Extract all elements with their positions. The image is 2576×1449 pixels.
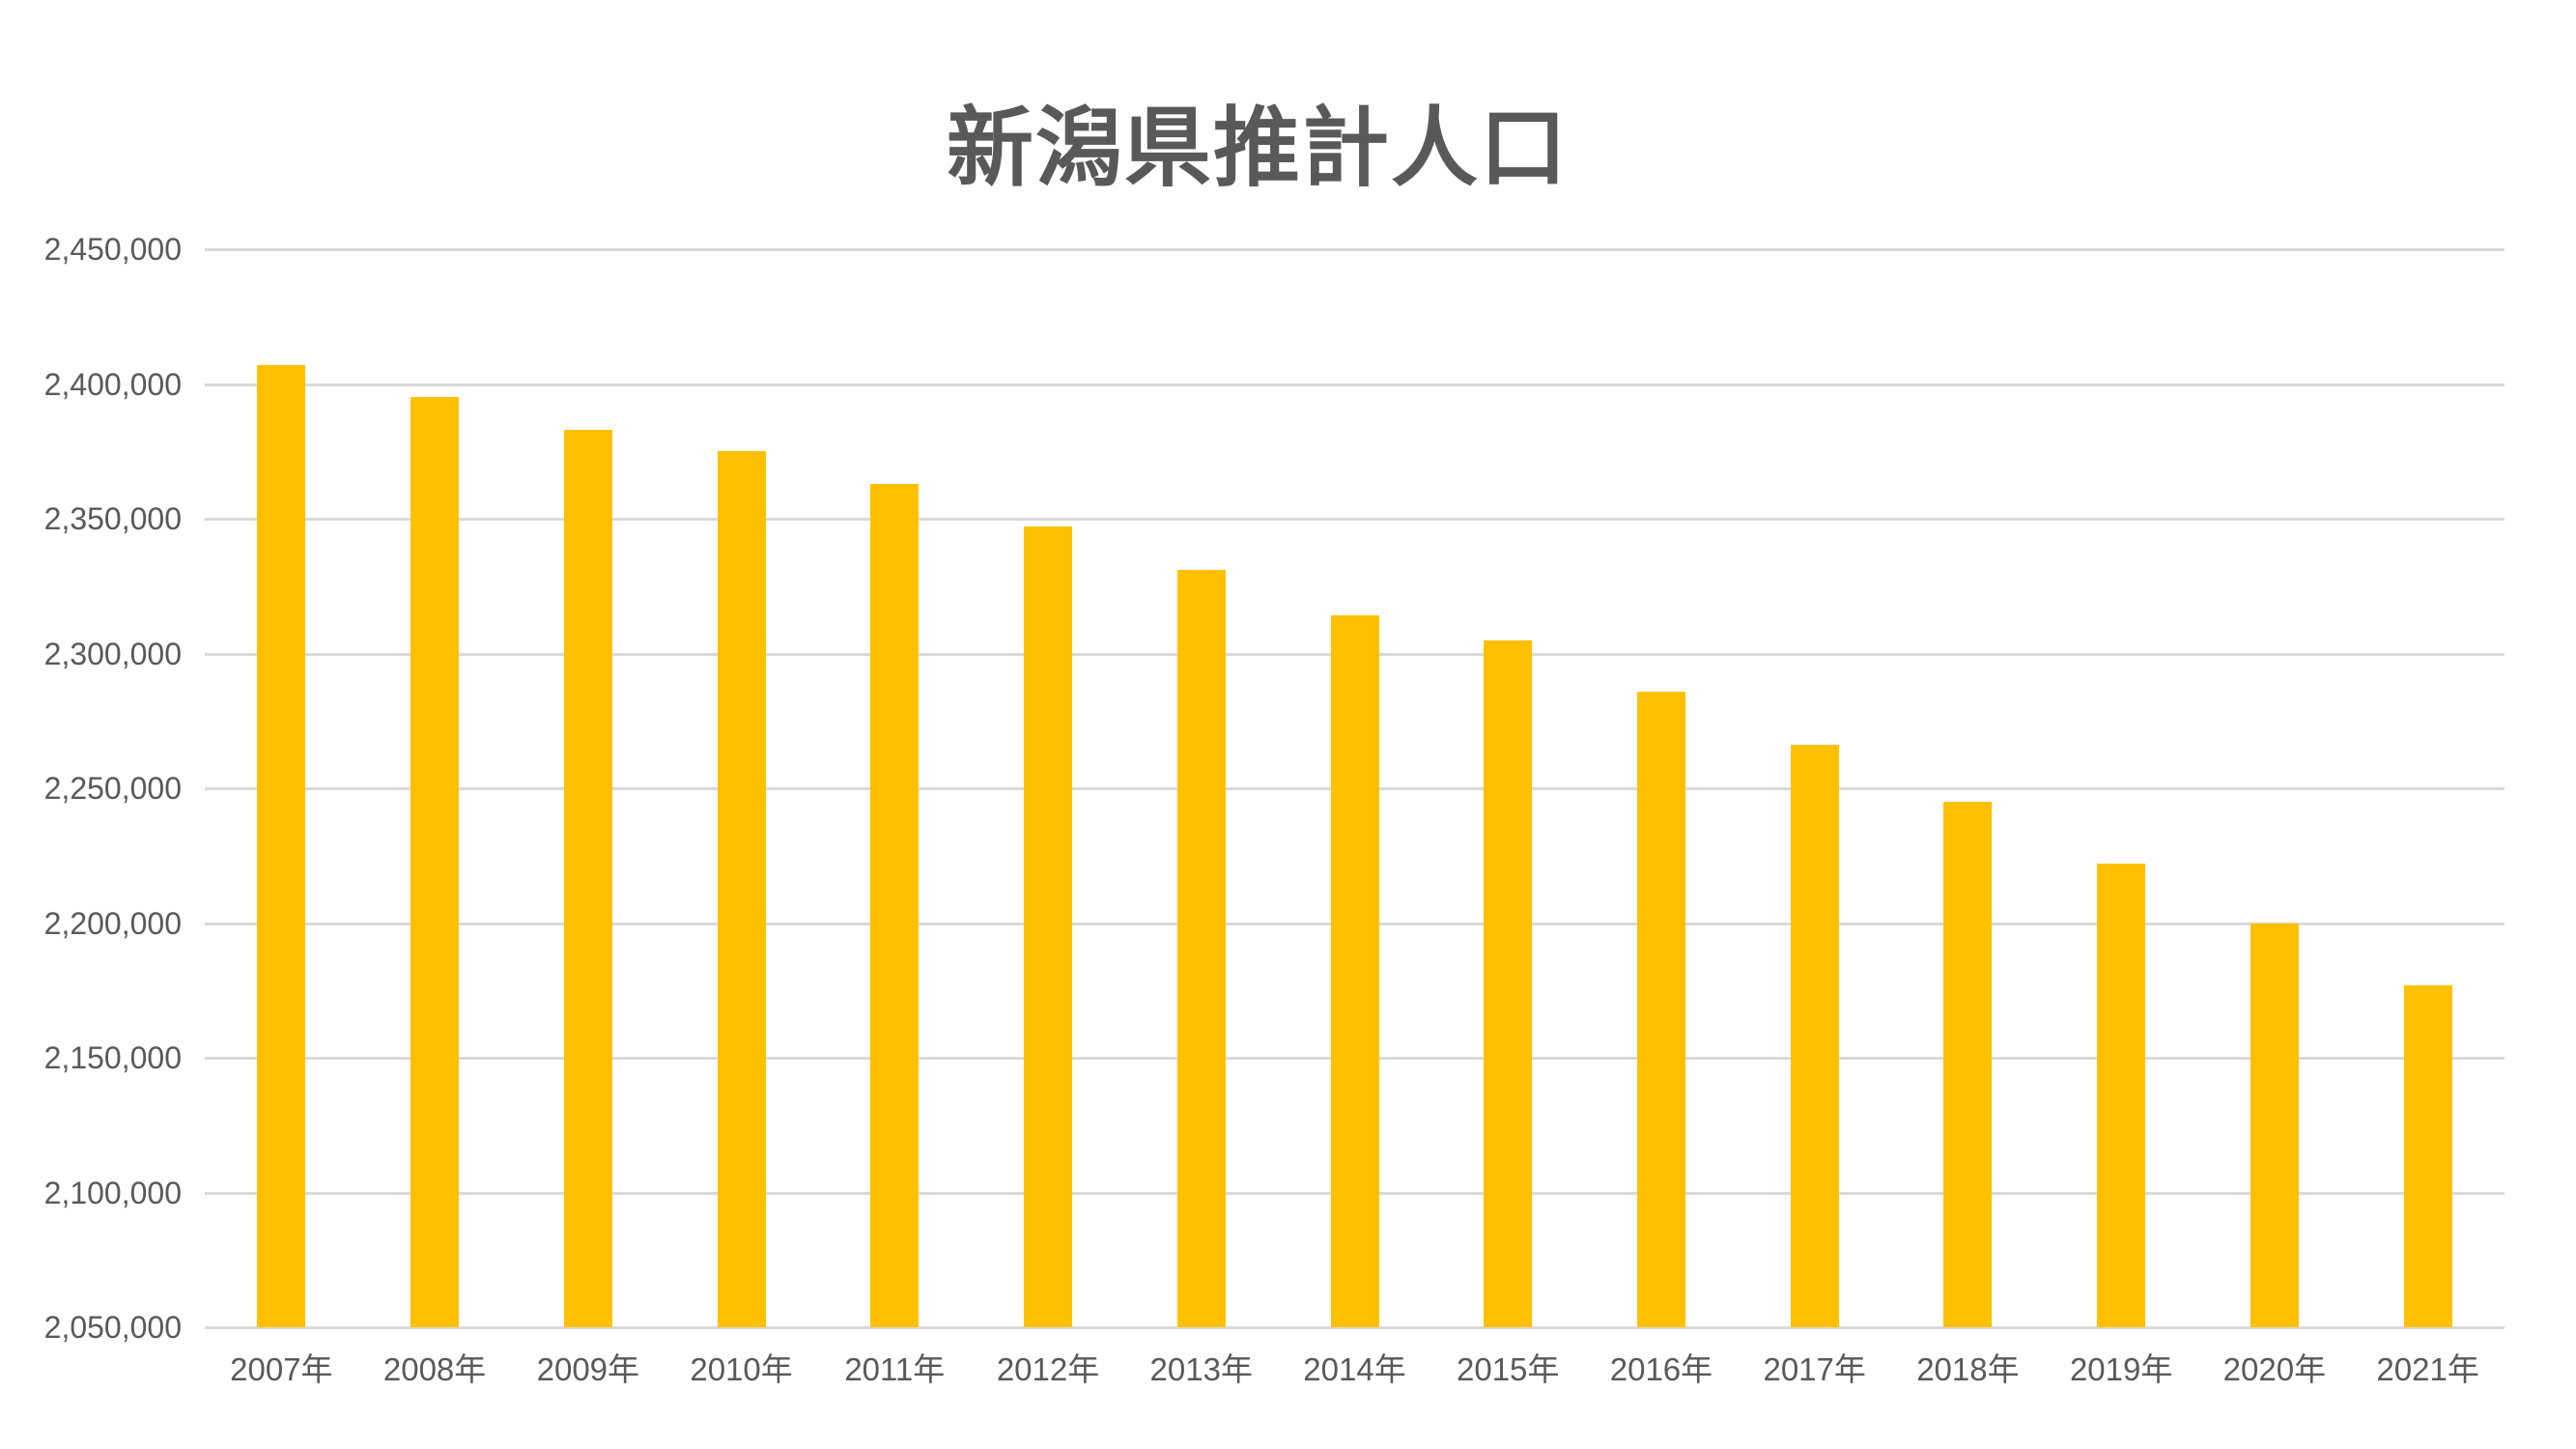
x-axis-line <box>205 1326 2505 1329</box>
x-axis-tick-label: 2014年 <box>1303 1351 1406 1387</box>
y-axis-tick-label: 2,350,000 <box>43 501 182 536</box>
bar-2008年 <box>410 397 460 1327</box>
x-axis-tick-label: 2013年 <box>1149 1351 1253 1387</box>
bar-2010年 <box>717 451 766 1327</box>
bar-2015年 <box>1484 639 1533 1327</box>
x-axis-tick-label: 2021年 <box>2376 1351 2479 1387</box>
plot-area <box>205 248 2505 1329</box>
bar-2013年 <box>1176 570 1226 1327</box>
x-axis-tick-label: 2020年 <box>2222 1351 2327 1387</box>
x-axis-tick-label: 2010年 <box>690 1351 793 1387</box>
y-axis-tick-label: 2,400,000 <box>43 366 182 402</box>
bar-2019年 <box>2097 864 2146 1327</box>
y-axis-tick-label: 2,050,000 <box>43 1310 182 1345</box>
bar-2011年 <box>870 483 920 1327</box>
bar-2009年 <box>563 429 612 1327</box>
y-axis-tick-label: 2,150,000 <box>43 1040 182 1075</box>
bar-2014年 <box>1330 615 1379 1327</box>
y-axis-tick-label: 2,300,000 <box>43 636 182 671</box>
bar-2020年 <box>2250 923 2299 1327</box>
x-axis-tick-label: 2007年 <box>230 1351 333 1387</box>
x-axis-tick-label: 2019年 <box>2069 1351 2173 1387</box>
y-axis-tick-label: 2,100,000 <box>43 1175 182 1210</box>
bar-2018年 <box>1943 801 1993 1327</box>
bar-2017年 <box>1790 745 1839 1327</box>
bar-2007年 <box>257 364 306 1327</box>
gridline <box>205 518 2505 521</box>
gridline <box>205 383 2505 386</box>
y-axis-tick-label: 2,250,000 <box>43 771 182 806</box>
chart-title: 新潟県推計人口 <box>947 100 1569 197</box>
bar-2012年 <box>1024 526 1073 1327</box>
y-axis-tick-label: 2,450,000 <box>43 232 182 267</box>
x-axis-tick-label: 2016年 <box>1609 1351 1713 1387</box>
x-axis-tick-label: 2009年 <box>536 1351 640 1387</box>
x-axis-tick-label: 2015年 <box>1457 1351 1560 1387</box>
x-axis-tick-label: 2018年 <box>1916 1351 2020 1387</box>
x-axis-tick-label: 2008年 <box>382 1351 487 1387</box>
bar-2016年 <box>1636 691 1685 1327</box>
y-axis-tick-label: 2,200,000 <box>43 905 182 941</box>
x-axis-tick-label: 2017年 <box>1763 1351 1866 1387</box>
x-axis-tick-label: 2012年 <box>996 1351 1100 1387</box>
bar-2021年 <box>2403 984 2452 1327</box>
gridline <box>205 248 2505 251</box>
x-axis-tick-label: 2011年 <box>844 1351 946 1387</box>
